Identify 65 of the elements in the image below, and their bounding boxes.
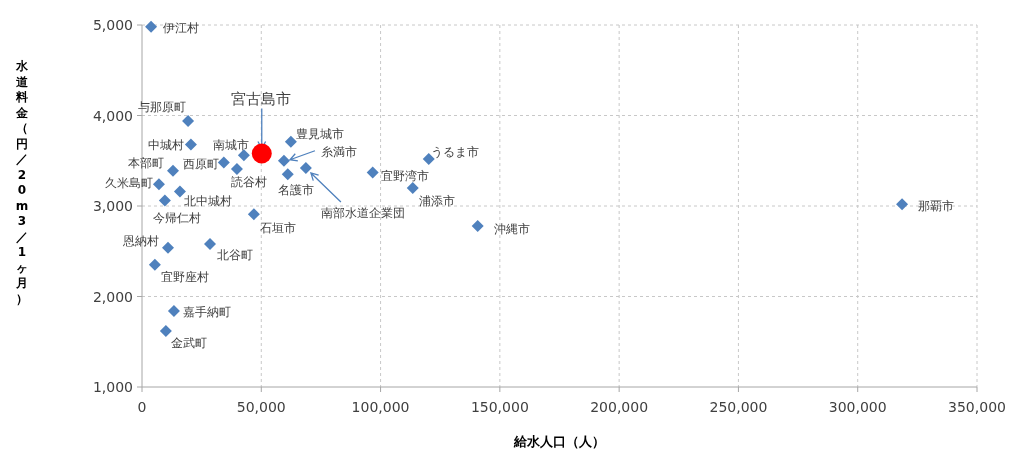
- y-tick-label: 4,000: [92, 107, 133, 124]
- annotation: 北谷町: [216, 248, 253, 263]
- x-tick-label: 300,000: [828, 399, 887, 415]
- x-tick-label: 350,000: [948, 399, 1006, 415]
- annotation: 南部水道企業団: [320, 205, 405, 220]
- annotation: 北中城村: [183, 193, 232, 208]
- x-tick-label: 100,000: [351, 399, 410, 415]
- point: [471, 219, 484, 232]
- annotation: 石垣市: [259, 221, 296, 236]
- x-tick-label: 200,000: [590, 399, 649, 415]
- y-tick-label: 5,000: [92, 17, 133, 33]
- point: [299, 161, 312, 174]
- point: [184, 138, 197, 151]
- point: [230, 162, 243, 175]
- point: [182, 114, 195, 127]
- annotation: 宜野座村: [160, 269, 209, 284]
- point: [366, 166, 379, 179]
- point: [251, 143, 272, 164]
- annotation: 糸満市: [320, 144, 357, 159]
- annotation: 西原町: [182, 156, 219, 171]
- annotation: 伊江村: [163, 20, 200, 35]
- y-tick-label: 3,000: [92, 198, 133, 214]
- point: [148, 258, 161, 271]
- point: [162, 241, 174, 254]
- x-tick-label: 150,000: [470, 399, 529, 415]
- point: [158, 194, 171, 207]
- point: [159, 324, 172, 337]
- point: [247, 208, 260, 221]
- point: [203, 238, 216, 251]
- point: [284, 135, 297, 148]
- annotation: 沖縄市: [493, 221, 530, 236]
- annotation: 久米島町: [104, 176, 153, 191]
- annotation: 恩納村: [122, 233, 159, 248]
- annotation: 与那原町: [138, 99, 187, 114]
- annotation: 読谷村: [230, 174, 267, 189]
- annotation: 宮古島市: [230, 89, 291, 108]
- annotation: 嘉手納町: [182, 304, 231, 319]
- annotation: 本部町: [128, 155, 165, 170]
- point: [896, 198, 909, 211]
- annotation: 南城市: [212, 138, 249, 153]
- annotation: 那覇市: [918, 199, 955, 214]
- point: [406, 181, 419, 194]
- y-tick-label: 1,000: [92, 379, 133, 395]
- annotation: 中城村: [147, 138, 184, 153]
- annotation: 豊見城市: [295, 126, 344, 141]
- text: 水道料金（円／20m3／1ヶ月）: [15, 59, 29, 306]
- point: [173, 185, 186, 198]
- point: [422, 152, 435, 165]
- annotation: 金武町: [170, 335, 207, 350]
- point: [145, 20, 158, 33]
- annotation: 浦添市: [418, 193, 455, 208]
- annotation: 名護市: [277, 183, 314, 198]
- point: [167, 304, 180, 317]
- point: [277, 154, 290, 167]
- x-axis-title: 給水人口（人）: [513, 434, 605, 449]
- point: [281, 168, 294, 181]
- annotation: 宜野湾市: [380, 168, 429, 183]
- annotation: 今帰仁村: [152, 210, 201, 225]
- y-tick-label: 2,000: [92, 288, 133, 305]
- point: [167, 164, 180, 177]
- x-tick-label: 250,000: [709, 399, 768, 415]
- point: [152, 178, 165, 191]
- x-tick-label: 0: [137, 399, 147, 415]
- annotation: うるま市: [430, 144, 479, 159]
- x-tick-label: 50,000: [236, 399, 286, 415]
